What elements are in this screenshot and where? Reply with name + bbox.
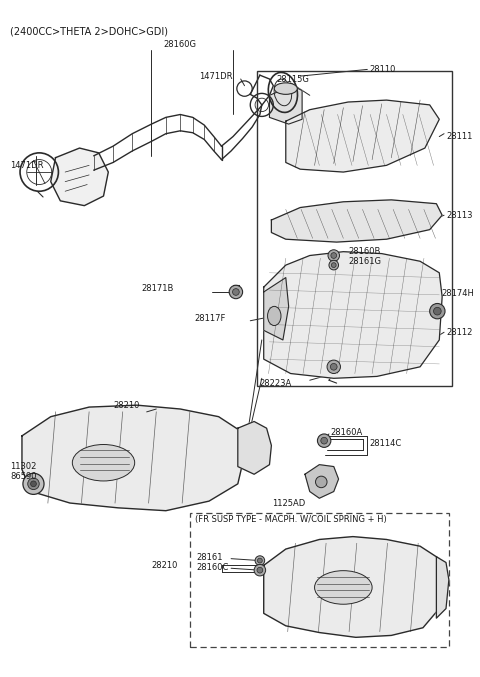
Ellipse shape	[314, 571, 372, 605]
Text: 28115G: 28115G	[276, 74, 309, 83]
Circle shape	[329, 261, 338, 270]
Polygon shape	[305, 464, 338, 498]
Ellipse shape	[267, 307, 281, 326]
Polygon shape	[264, 278, 288, 340]
Text: 28210: 28210	[113, 401, 140, 410]
Circle shape	[433, 307, 441, 315]
Text: 28210: 28210	[152, 561, 178, 570]
Circle shape	[330, 364, 337, 370]
Text: 28174H: 28174H	[441, 289, 474, 299]
Circle shape	[331, 253, 336, 259]
Circle shape	[321, 437, 327, 444]
Polygon shape	[238, 422, 271, 475]
Text: 28117F: 28117F	[195, 314, 226, 324]
Text: (FR SUSP TYPE - MACPH. W/COIL SPRING + H): (FR SUSP TYPE - MACPH. W/COIL SPRING + H…	[195, 515, 386, 524]
Ellipse shape	[72, 445, 135, 481]
Text: 28171B: 28171B	[142, 284, 174, 292]
Polygon shape	[264, 537, 444, 637]
Text: 11302: 11302	[11, 462, 37, 471]
Text: (2400CC>THETA 2>DOHC>GDI): (2400CC>THETA 2>DOHC>GDI)	[11, 26, 168, 36]
Circle shape	[328, 250, 339, 261]
Polygon shape	[264, 252, 442, 378]
Text: 1471DR: 1471DR	[11, 161, 44, 170]
Circle shape	[317, 434, 331, 447]
Polygon shape	[51, 148, 108, 206]
Ellipse shape	[274, 83, 297, 94]
Circle shape	[315, 476, 327, 487]
Polygon shape	[436, 556, 449, 618]
Circle shape	[257, 559, 262, 563]
Text: 28161G: 28161G	[348, 257, 381, 266]
Circle shape	[257, 567, 263, 573]
Text: 28111: 28111	[446, 132, 472, 141]
Circle shape	[28, 478, 39, 489]
Circle shape	[430, 303, 445, 319]
Text: 28161: 28161	[197, 553, 223, 562]
Text: 86590: 86590	[11, 472, 37, 481]
Text: 28114C: 28114C	[369, 439, 401, 448]
Circle shape	[23, 473, 44, 494]
Circle shape	[229, 285, 242, 299]
Circle shape	[254, 565, 265, 576]
Bar	[257, 71, 452, 386]
Text: 28112: 28112	[446, 328, 472, 336]
Polygon shape	[269, 86, 302, 124]
Polygon shape	[286, 100, 439, 172]
Circle shape	[232, 288, 239, 295]
Circle shape	[331, 263, 336, 267]
Text: 28160B: 28160B	[348, 247, 381, 256]
Polygon shape	[22, 405, 244, 510]
Text: 28160A: 28160A	[331, 429, 363, 437]
Polygon shape	[271, 200, 442, 242]
Bar	[190, 512, 449, 647]
Circle shape	[327, 360, 340, 374]
Circle shape	[255, 556, 264, 565]
Text: 1125AD: 1125AD	[272, 498, 305, 508]
Text: 28223A: 28223A	[260, 378, 292, 388]
Circle shape	[31, 481, 36, 487]
Text: 1471DR: 1471DR	[200, 72, 233, 81]
Text: 28160G: 28160G	[164, 40, 197, 49]
Text: 28113: 28113	[446, 211, 472, 220]
Text: 28110: 28110	[369, 65, 396, 74]
Text: 28160C: 28160C	[197, 563, 229, 572]
